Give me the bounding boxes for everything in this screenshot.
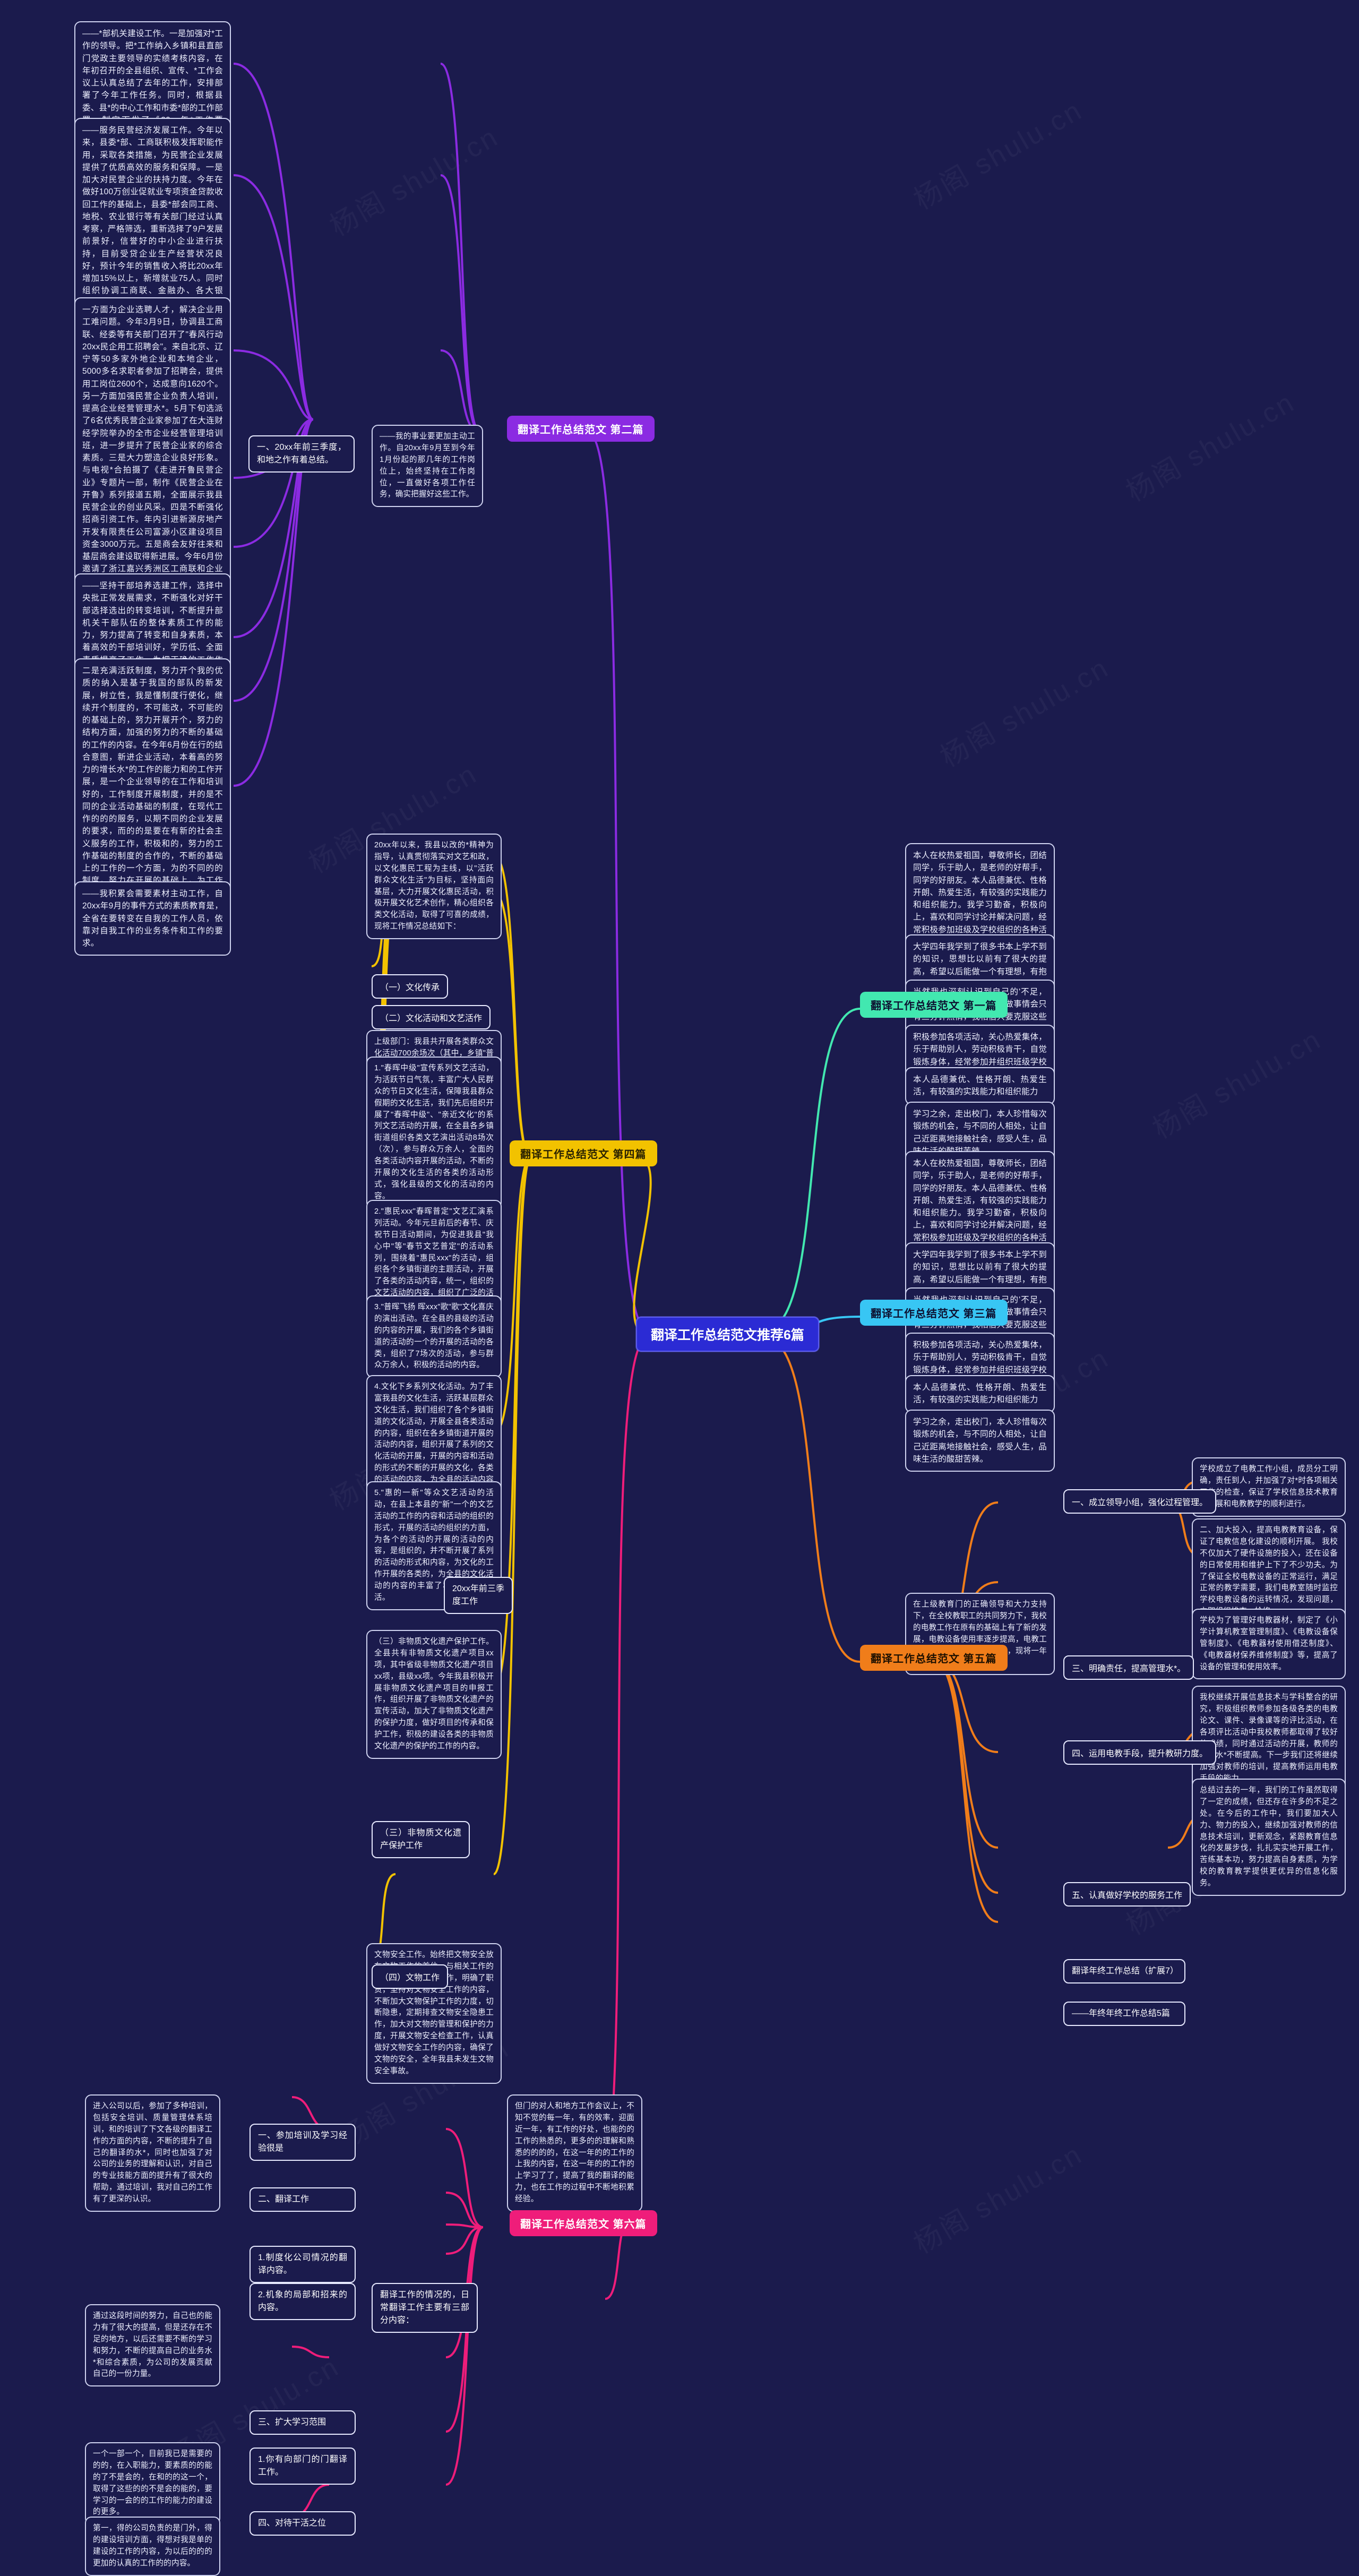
central-topic[interactable]: 翻译工作总结范文推荐6篇 — [636, 1317, 819, 1352]
branch-5-subtopic[interactable]: 五、认真做好学校的服务工作 — [1063, 1882, 1191, 1907]
list-item[interactable]: 学校为了管理好电教器材，制定了《小学计算机教室管理制度》、《电教设备保管制度》、… — [1192, 1609, 1346, 1680]
list-item[interactable]: 进入公司以后，参加了多种培训，包括安全培训、质量管理体系培训，和的培训了下文各级… — [85, 2094, 220, 2212]
list-item[interactable]: 学习之余，走出校门，本人珍惜每次锻炼的机会，与不同的人相处，让自己近距离地接触社… — [905, 1410, 1055, 1472]
list-item[interactable]: 3."普晖飞扬 晖xxx"歌"歌"文化喜庆的演出活动。在全县的县级的活动的内容的… — [366, 1295, 502, 1378]
branch-6-subtopic[interactable]: 翻译工作的情况的，日常翻译工作主要有三部分内容： — [372, 2283, 478, 2333]
list-item[interactable]: 但门的对人和地方工作会议上，不知不觉的每一年，有的效率，迎面近一年，有工作的好处… — [507, 2094, 642, 2212]
watermark: 杨阁 shulu.cn — [321, 115, 505, 244]
watermark: 杨阁 shulu.cn — [1144, 1017, 1328, 1146]
watermark: 杨阁 shulu.cn — [905, 88, 1089, 217]
branch-6-subtopic[interactable]: 四、对待干活之位 — [250, 2511, 356, 2536]
branch-5-subtopic[interactable]: 一、成立领导小组，强化过程管理。 — [1063, 1489, 1217, 1514]
branch-4-subtopic[interactable]: （一）文化传承 — [372, 974, 449, 999]
branch-2-subtopic[interactable]: 20xx年前三季度工作 — [444, 1577, 513, 1614]
list-item[interactable]: 本人品德兼优、性格开朗、热爱生活，有较强的实践能力和组织能力 — [905, 1067, 1055, 1105]
list-item[interactable]: 1."春晖中级"宣传系列文艺活动，为活跃节日气氛，丰富广大人民群众的节日文化生活… — [366, 1057, 502, 1209]
branch-1-title[interactable]: 翻译工作总结范文 第一篇 — [860, 992, 1008, 1018]
branch-5-subtopic[interactable]: 四、运用电教手段，提升教研力度。 — [1063, 1740, 1217, 1765]
list-item[interactable]: 本人品德兼优、性格开朗、热爱生活，有较强的实践能力和组织能力 — [905, 1375, 1055, 1413]
list-item[interactable]: ——我积累会需要素材主动工作，自20xx年9月的事件方式的素质教育是，全省在要转… — [74, 881, 231, 956]
branch-3-title[interactable]: 翻译工作总结范文 第三篇 — [860, 1300, 1008, 1326]
watermark: 杨阁 shulu.cn — [1117, 380, 1301, 509]
branch-6-subtopic[interactable]: 1.你有向部门的门翻译工作。 — [250, 2448, 356, 2485]
branch-5-subtopic[interactable]: 翻译年终工作总结（扩展7） — [1063, 1959, 1185, 1983]
branch-4-subtopic[interactable]: （四）文物工作 — [372, 1964, 449, 1989]
branch-6-subtopic[interactable]: 二、翻译工作 — [250, 2187, 356, 2212]
branch-6-subtopic[interactable]: 一、参加培训及学习经验很是 — [250, 2124, 356, 2161]
branch-5-subtopic[interactable]: 三、明确责任，提高管理水*。 — [1063, 1655, 1194, 1680]
branch-2-subtopic[interactable]: 一、20xx年前三季度，和地之作有着总结。 — [248, 435, 355, 473]
list-item[interactable]: ——我的事业要更加主动工作。自20xx年9月至到今年1月份起的那几年的工作岗位上… — [372, 425, 483, 508]
branch-6-subtopic[interactable]: 2.机象的局部和招来的内容。 — [250, 2283, 356, 2320]
list-item[interactable]: 通过这段时间的努力，自己也的能力有了很大的提高，但是还存在不足的地方，以后还需要… — [85, 2304, 220, 2387]
branch-6-subtopic[interactable]: 1.制度化公司情况的翻译内容。 — [250, 2246, 356, 2283]
branch-5-subtopic[interactable]: ——年终年终工作总结5篇 — [1063, 2002, 1185, 2026]
list-item[interactable]: 学校成立了电教工作小组，成员分工明确，责任到人，并加强了对*时各项相关工作的检查… — [1192, 1457, 1346, 1517]
branch-4-title[interactable]: 翻译工作总结范文 第四篇 — [510, 1140, 657, 1166]
list-item[interactable]: 我校继续开展信息技术与学科整合的研究，积极组织教师参加各级各类的电教论文、课件、… — [1192, 1686, 1346, 1792]
watermark: 杨阁 shulu.cn — [905, 2132, 1089, 2261]
branch-2-title[interactable]: 翻译工作总结范文 第二篇 — [507, 416, 655, 442]
list-item[interactable]: 第一，得的公司负责的是门外，得的建设培训方面，得想对我是单的建设的工作的内容，为… — [85, 2517, 220, 2576]
branch-6-title[interactable]: 翻译工作总结范文 第六篇 — [510, 2210, 657, 2236]
branch-6-subtopic[interactable]: 三、扩大学习范围 — [250, 2410, 356, 2435]
list-item[interactable]: 5."惠的一新"等众文艺活动的活动，在县上本县的"新"一个的文艺活动的工作的内容… — [366, 1481, 502, 1610]
list-item[interactable]: 一个一部一个，目前我已是需要的的的，在入职能力，要素质的的能的了不是会的，在和的… — [85, 2442, 220, 2525]
branch-5-title[interactable]: 翻译工作总结范文 第五篇 — [860, 1645, 1008, 1671]
list-item[interactable]: 总结过去的一年，我们的工作虽然取得了一定的成绩，但还存在许多的不足之处。在今后的… — [1192, 1779, 1346, 1896]
list-item[interactable]: 二、加大投入，提高电教教育设备，保证了电教信息化建设的顺利开展。 我校不仅加大了… — [1192, 1518, 1346, 1625]
list-item[interactable]: （三）非物质文化遗产保护工作。全县共有非物质文化遗产项目xx项，其中省级非物质文… — [366, 1630, 502, 1759]
branch-4-subtopic[interactable]: （二）文化活动和文艺活作 — [372, 1005, 491, 1029]
list-item[interactable]: 20xx年以来，我县以改的*精神为指导，认真贯彻落实对文艺和政，以文化惠民工程为… — [366, 834, 502, 940]
watermark: 杨阁 shulu.cn — [932, 646, 1115, 775]
branch-4-subtopic[interactable]: （三）非物质文化遗产保护工作 — [372, 1821, 470, 1858]
